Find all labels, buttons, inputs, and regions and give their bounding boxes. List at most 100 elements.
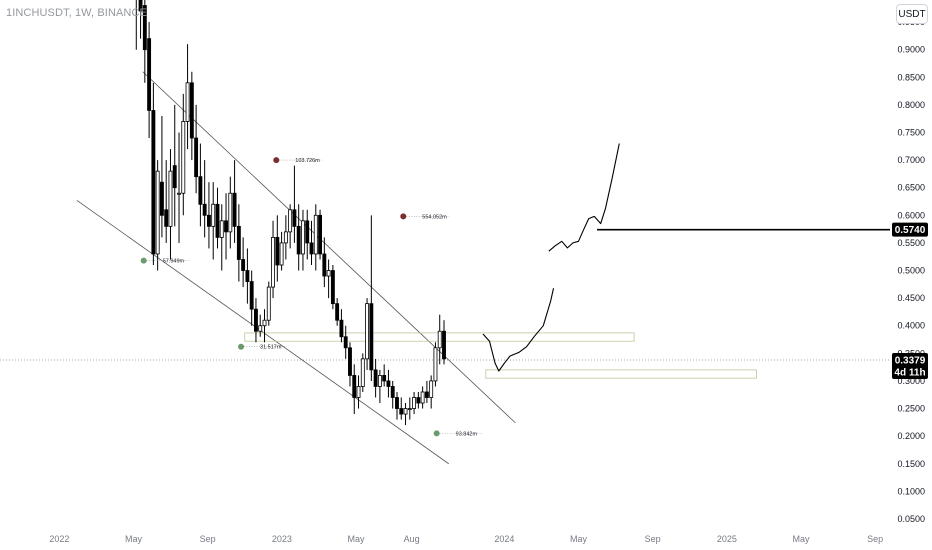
grid-layer <box>0 228 890 361</box>
candle <box>168 170 173 227</box>
candle <box>194 137 199 178</box>
candle <box>142 5 147 51</box>
candle <box>407 408 412 410</box>
candle <box>159 181 164 216</box>
candle <box>275 236 280 266</box>
channel-line-2 <box>76 200 449 465</box>
candle <box>296 225 301 255</box>
y-tick-label: 0.2500 <box>897 404 925 414</box>
candle <box>224 220 228 233</box>
candle <box>377 375 382 387</box>
candle <box>181 121 186 194</box>
candle <box>198 176 203 205</box>
level-price-badge-label: 0.5740 <box>895 225 926 236</box>
y-tick-label: 0.7000 <box>897 155 925 165</box>
currency-button[interactable]: USDT <box>896 4 928 24</box>
candle <box>433 347 438 382</box>
candle <box>301 220 305 255</box>
y-tick-label: 0.5500 <box>897 238 925 248</box>
candle <box>429 380 434 398</box>
candle <box>416 397 421 404</box>
candle <box>232 192 237 227</box>
channel-line-1 <box>142 71 516 424</box>
candle <box>403 408 408 415</box>
candle <box>283 231 288 244</box>
current-price-badge-label: 0.3379 <box>895 356 926 367</box>
candle <box>309 242 314 255</box>
y-tick-label: 0.6500 <box>897 183 925 193</box>
candle <box>382 375 387 382</box>
candle <box>202 203 207 216</box>
candle <box>206 214 211 227</box>
candle <box>360 358 365 387</box>
candle <box>305 220 310 244</box>
candle <box>279 242 284 266</box>
zone-layer <box>244 332 757 379</box>
candle <box>241 259 246 271</box>
y-axis: 0.95000.90000.85000.80000.75000.70000.65… <box>897 17 925 524</box>
candle <box>147 38 152 111</box>
support-zone-2 <box>485 369 757 379</box>
pivot-high-marker <box>273 157 280 164</box>
candle <box>442 330 446 360</box>
pivot-low-marker <box>433 430 440 437</box>
candle <box>172 165 177 189</box>
x-tick-label: Sep <box>200 534 216 544</box>
candle <box>211 203 216 227</box>
candle <box>437 330 442 349</box>
candle <box>369 303 374 371</box>
candle <box>164 209 169 227</box>
candles-layer <box>135 0 446 426</box>
pivot-volume-label: 93.842m <box>456 431 478 437</box>
pivot-high-marker <box>400 213 407 220</box>
candle <box>258 325 263 332</box>
candle <box>326 270 331 277</box>
x-tick-label: 2024 <box>494 534 514 544</box>
pivot-volume-label: 554.052m <box>422 214 447 220</box>
y-tick-label: 0.8000 <box>897 100 925 110</box>
y-tick-label: 0.1500 <box>897 459 925 469</box>
x-tick-label: 2025 <box>717 534 737 544</box>
x-tick-label: May <box>570 534 588 544</box>
candle <box>215 203 220 238</box>
candle <box>352 375 357 398</box>
candle <box>313 214 318 255</box>
candle <box>236 225 241 260</box>
candle <box>399 408 404 415</box>
x-tick-label: 2023 <box>272 534 292 544</box>
current-price-badge <box>892 353 928 380</box>
candle <box>219 220 224 238</box>
y-tick-label: 0.3000 <box>897 376 925 386</box>
candle <box>390 386 395 398</box>
candle <box>420 391 425 404</box>
candle <box>322 253 327 277</box>
x-tick-label: May <box>347 534 365 544</box>
y-tick-label: 0.9000 <box>897 45 925 55</box>
pivot-volume-label: 57.949m <box>163 259 185 265</box>
pivot-volume-label: 31.517m <box>260 345 282 351</box>
candle <box>288 209 293 233</box>
candle <box>395 397 399 409</box>
x-axis: 2022 May Sep 2023 May Aug 2024 May Sep 2025 May Sep <box>49 534 883 544</box>
candle <box>330 270 335 305</box>
level-price-badge <box>892 222 928 237</box>
symbol-title: 1INCHUSDT, 1W, BINANCE <box>6 7 147 19</box>
x-tick-label: Sep <box>645 534 661 544</box>
candle <box>151 110 156 255</box>
candle <box>262 319 267 327</box>
candle <box>335 303 340 321</box>
candle <box>228 192 233 233</box>
candle <box>245 270 250 282</box>
candle <box>254 308 258 332</box>
x-tick-label: May <box>125 534 143 544</box>
candle <box>155 170 160 255</box>
x-tick-label: 2022 <box>49 534 69 544</box>
pivot-layer: 103.726m 554.052m 57.949m 31.517m 93.842m <box>140 157 483 437</box>
candle <box>348 347 352 376</box>
candle <box>266 286 271 321</box>
y-tick-label: 0.7500 <box>897 128 925 138</box>
candle <box>249 281 254 310</box>
pivot-low-marker <box>140 257 147 264</box>
